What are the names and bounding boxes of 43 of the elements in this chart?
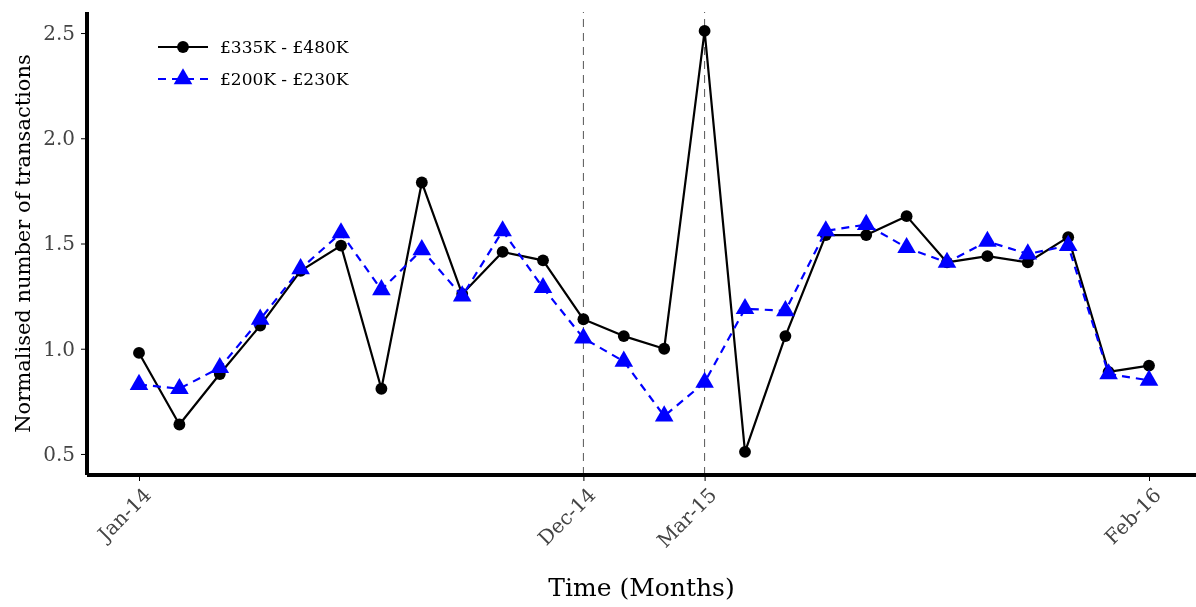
point: [981, 250, 994, 263]
point: [533, 276, 553, 294]
legend-label: £335K - £480K: [220, 37, 349, 57]
y-tick-label: 1.5: [43, 231, 75, 256]
point: [291, 258, 310, 275]
y-tick-label: 0.5: [43, 441, 75, 466]
point: [335, 239, 347, 252]
point: [1018, 243, 1038, 260]
point: [574, 327, 593, 344]
point: [412, 239, 432, 256]
legend-label: £200K - £230K: [220, 69, 349, 89]
point: [897, 236, 916, 254]
point: [695, 371, 714, 388]
point: [415, 176, 428, 189]
point: [937, 251, 957, 268]
point: [698, 25, 711, 37]
point: [654, 405, 674, 422]
point: [331, 222, 351, 239]
y-axis-title: Normalised number of transactions: [11, 54, 35, 433]
point: [129, 373, 149, 390]
point: [735, 297, 755, 315]
point: [614, 350, 634, 367]
x-axis-title: Time (Months): [548, 573, 735, 602]
point: [658, 342, 671, 355]
point: [816, 220, 836, 237]
point: [900, 210, 913, 223]
y-tick-label: 2.0: [43, 126, 75, 151]
point: [978, 230, 997, 247]
point: [250, 308, 270, 325]
point: [210, 356, 230, 374]
point: [776, 300, 795, 317]
point: [537, 254, 549, 267]
point: [856, 213, 876, 230]
point: [860, 229, 873, 241]
point: [1139, 369, 1159, 386]
point: [493, 220, 512, 237]
point: [170, 377, 189, 395]
y-tick-label: 2.5: [43, 20, 75, 45]
y-tick-label: 1.0: [43, 336, 75, 361]
point: [372, 279, 391, 296]
point: [496, 246, 509, 258]
point: [452, 285, 472, 302]
point: [1058, 234, 1078, 251]
